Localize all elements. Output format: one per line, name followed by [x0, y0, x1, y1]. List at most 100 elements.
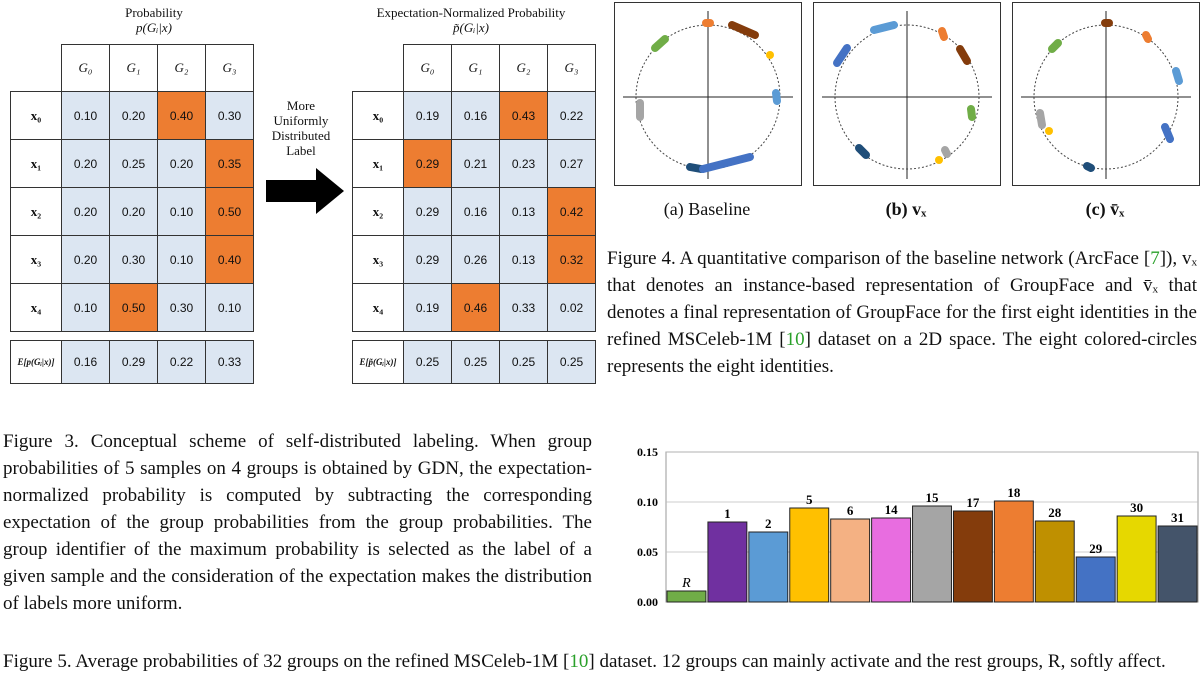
- unit-circle: [834, 24, 980, 170]
- identity-cluster: [833, 44, 851, 67]
- bar: [707, 521, 748, 603]
- bar-label: 17: [966, 495, 980, 510]
- sample-label: x₀: [352, 91, 404, 140]
- probability-cell: 0.43: [499, 91, 548, 140]
- sample-label: x₃: [352, 235, 404, 284]
- bar: [1034, 520, 1075, 603]
- group-probability-bar-chart: 0.00 0.05 0.10 0.15 R 1 2 5 6 14 15 17 18 28 29 30 31: [637, 445, 1199, 609]
- identity-cluster: [772, 89, 781, 105]
- left-table-title: Probability p(Gᵢ|x): [60, 5, 248, 35]
- sample-label: x₀: [10, 91, 62, 140]
- probability-cell: 0.30: [109, 235, 158, 284]
- right-table-title-line2: p̃(Gᵢ|x): [453, 20, 489, 35]
- identity-cluster: [766, 51, 774, 59]
- figure4-caption: Figure 4. A quantitative comparison of t…: [607, 245, 1197, 380]
- identity-cluster: [938, 27, 948, 41]
- arrow-label-line: More: [286, 98, 316, 113]
- bar: [789, 507, 830, 603]
- identity-cluster: [1036, 109, 1046, 129]
- probability-cell: 0.27: [547, 139, 596, 188]
- identity-cluster: [870, 21, 898, 34]
- identity-cluster: [967, 105, 976, 121]
- probability-cell: 0.20: [157, 139, 206, 188]
- probability-cell: 0.20: [61, 235, 110, 284]
- citation-link[interactable]: 10: [569, 651, 589, 672]
- expectation-label: E[p(Gᵢ|x)]: [10, 340, 62, 384]
- expectation-cell: 0.25: [403, 340, 452, 384]
- y-tick-label: 0.05: [637, 545, 658, 559]
- figure5-caption: Figure 5. Average probabilities of 32 gr…: [3, 650, 1197, 674]
- expectation-cell: 0.33: [205, 340, 254, 384]
- expectation-label: E[p̃(Gᵢ|x)]: [352, 340, 404, 384]
- citation-link[interactable]: 10: [785, 329, 805, 350]
- bar-label: 2: [765, 516, 772, 531]
- probability-cell: 0.30: [157, 283, 206, 332]
- right-table-title: Expectation-Normalized Probability p̃(Gᵢ…: [350, 5, 592, 35]
- bar: [830, 518, 871, 603]
- figure3-caption: Figure 3. Conceptual scheme of self-dist…: [3, 431, 592, 614]
- table-spacer: [352, 331, 596, 341]
- expectation-cell: 0.25: [499, 340, 548, 384]
- normalized-probability-table: G₀ G₁ G₂ G₃ x₀ 0.19 0.16 0.43 0.22 x₁ 0.29 0.21 0.23…: [352, 44, 596, 384]
- sample-label: x₂: [352, 187, 404, 236]
- group-header: G₃: [547, 44, 596, 92]
- left-table-title-line2: p(Gᵢ|x): [136, 20, 172, 35]
- panel-label-instance: (b) vₓ: [885, 199, 927, 219]
- citation-link[interactable]: 7: [1150, 248, 1160, 269]
- probability-cell: 0.29: [403, 187, 452, 236]
- sample-label: x₂: [10, 187, 62, 236]
- expectation-cell: 0.25: [547, 340, 596, 384]
- bar-label: 5: [806, 492, 813, 507]
- probability-cell: 0.46: [451, 283, 500, 332]
- bar: [748, 531, 789, 603]
- y-tick-label: 0.00: [637, 595, 658, 609]
- identity-cluster: [1048, 39, 1062, 53]
- probability-cell: 0.20: [61, 139, 110, 188]
- figure4-caption-prefix: Figure 4. A quantitative comparison of t…: [607, 248, 1151, 269]
- figure4-caption-mid: ]), vₓ that denotes an instance-based re…: [607, 248, 1198, 350]
- probability-cell: 0.10: [157, 187, 206, 236]
- probability-cell: 0.50: [205, 187, 254, 236]
- identity-cluster: [855, 144, 870, 159]
- probability-cell: 0.50: [109, 283, 158, 332]
- probability-cell: 0.10: [157, 235, 206, 284]
- probability-cell: 0.40: [205, 235, 254, 284]
- expectation-cell: 0.25: [451, 340, 500, 384]
- identity-cluster: [699, 153, 754, 173]
- probability-cell: 0.10: [205, 283, 254, 332]
- group-header: G₂: [499, 44, 548, 92]
- arrow-label-line: Label: [286, 143, 316, 158]
- bar: [993, 500, 1034, 603]
- expectation-cell: 0.22: [157, 340, 206, 384]
- embedding-plot-instance: [822, 11, 992, 179]
- embedding-plot-baseline: [623, 11, 793, 179]
- probability-cell: 0.33: [499, 283, 548, 332]
- identity-cluster: [1172, 67, 1183, 85]
- identity-cluster: [651, 35, 669, 52]
- embedding-panel-final: [1012, 2, 1200, 186]
- probability-cell: 0.19: [403, 91, 452, 140]
- identity-cluster: [1045, 127, 1053, 135]
- bar: [1075, 556, 1116, 603]
- group-header: G₀: [403, 44, 452, 92]
- probability-cell: 0.42: [547, 187, 596, 236]
- bar: [1116, 515, 1157, 603]
- bar: [666, 590, 707, 603]
- bar-label: 15: [926, 490, 940, 505]
- embedding-panel-baseline: [614, 2, 802, 186]
- y-tick-label: 0.15: [637, 445, 658, 459]
- figure4-caption-suffix: ] dataset on a 2D space. The eight color…: [607, 329, 1197, 377]
- identity-cluster: [1161, 123, 1174, 143]
- probability-cell: 0.02: [547, 283, 596, 332]
- identity-cluster: [728, 21, 759, 39]
- table-spacer: [10, 331, 254, 341]
- probability-cell: 0.20: [109, 91, 158, 140]
- probability-cell: 0.20: [61, 187, 110, 236]
- figure5-caption-suffix: ] dataset. 12 groups can mainly activate…: [588, 651, 1166, 672]
- identity-cluster: [941, 146, 951, 158]
- bar-label: 31: [1171, 510, 1184, 525]
- probability-cell: 0.29: [403, 235, 452, 284]
- arrow-label: More Uniformly Distributed Label: [256, 98, 346, 158]
- probability-cell: 0.32: [547, 235, 596, 284]
- group-header: G₃: [205, 44, 254, 92]
